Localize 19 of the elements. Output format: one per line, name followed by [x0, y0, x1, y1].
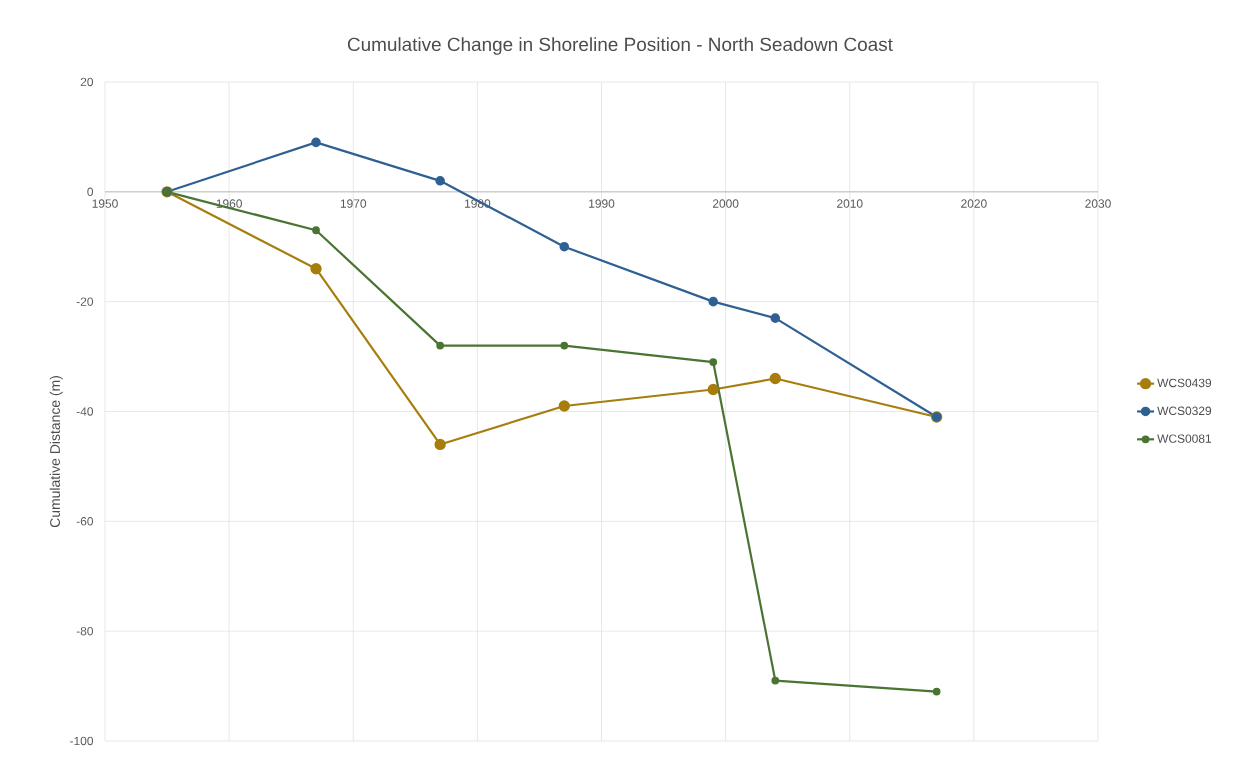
y-axis-title: Cumulative Distance (m): [49, 376, 63, 528]
legend-label: WCS0081: [1157, 434, 1212, 443]
y-tick-label: -80: [76, 626, 94, 636]
y-tick-label: -60: [76, 517, 94, 526]
y-tick-label: -20: [76, 297, 94, 306]
x-tick-label: 2000: [712, 199, 739, 208]
x-tick-label: 1950: [92, 199, 118, 208]
x-tick-label: 2020: [961, 199, 987, 208]
legend-label: WCS0439: [1157, 378, 1212, 388]
x-tick-label: 1990: [589, 199, 615, 208]
x-tick-label: 1970: [340, 199, 367, 208]
y-tick-label: -100: [70, 736, 94, 746]
x-tick-label: 2030: [1085, 199, 1111, 208]
legend-label: WCS0329: [1157, 406, 1212, 416]
y-tick-label: -40: [76, 407, 94, 416]
chart-title: Cumulative Change in Shoreline Position - North Seadown Coast: [347, 37, 893, 55]
y-tick-label: 0: [87, 187, 94, 197]
x-tick-label: 2010: [837, 199, 863, 208]
y-tick-label: 20: [80, 77, 94, 87]
